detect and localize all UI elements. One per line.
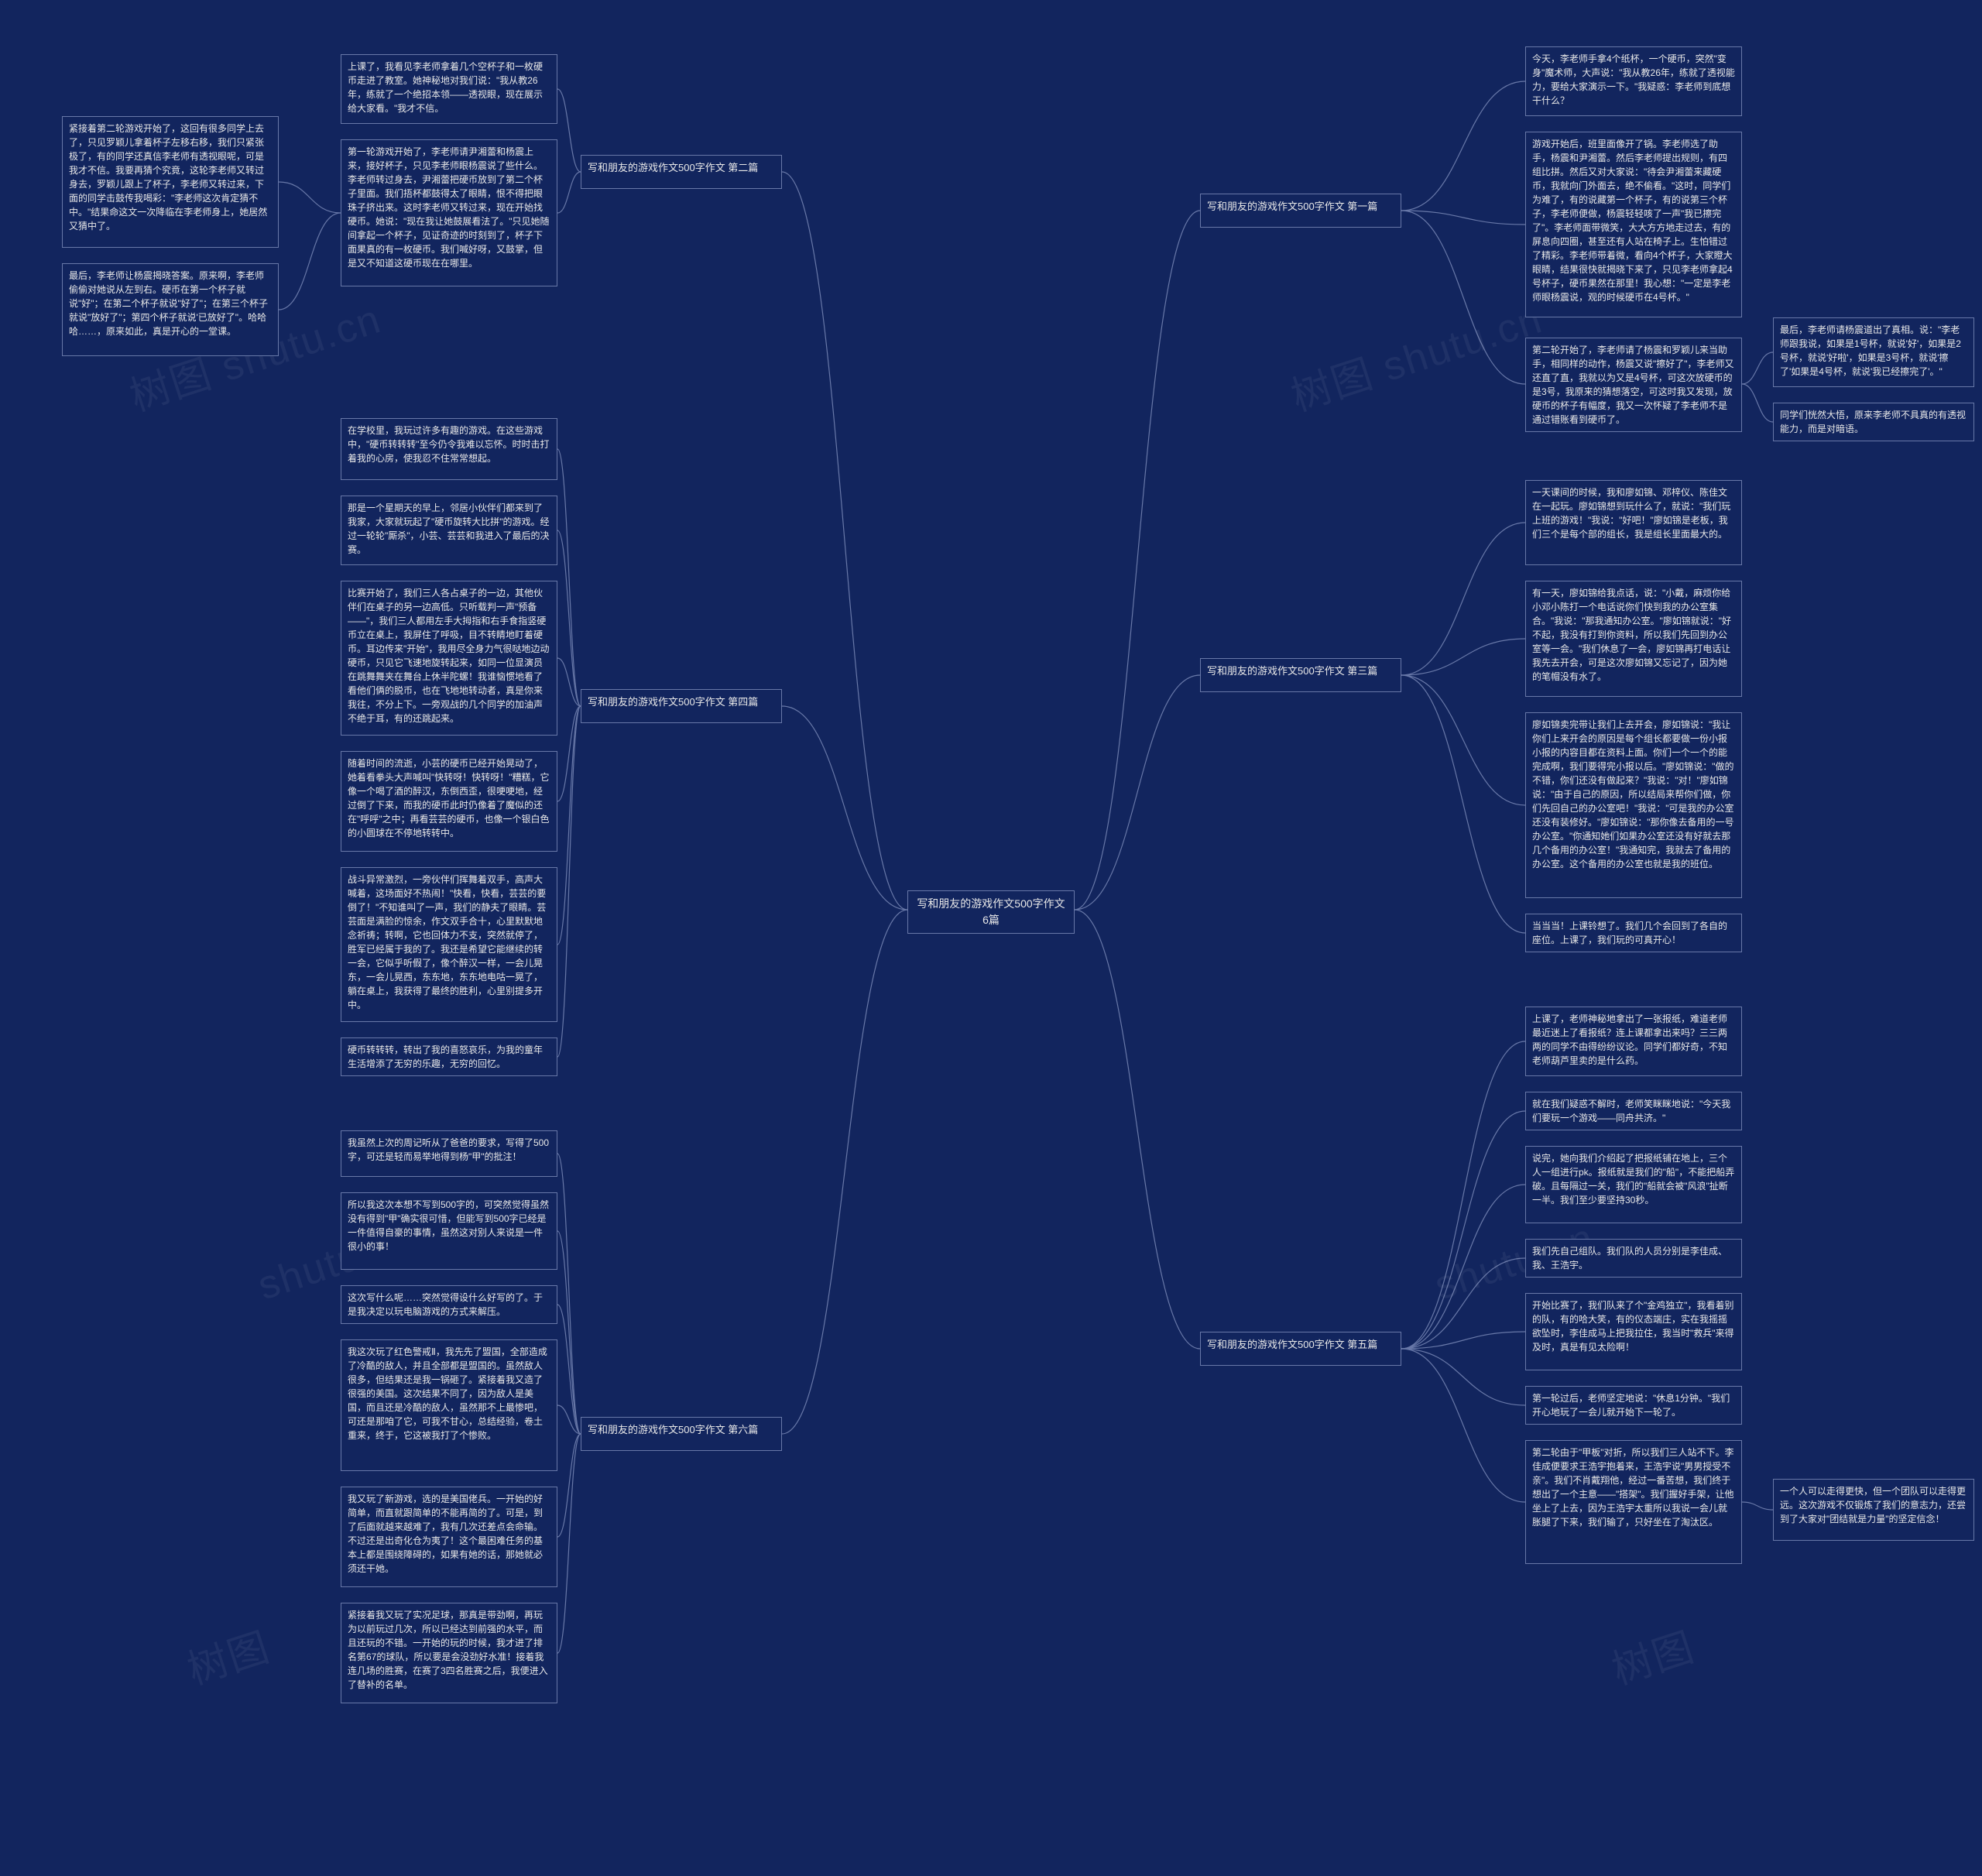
s5-leaf-6: 第二轮由于"甲板"对折，所以我们三人站不下。李佳成便要求王浩宇抱着来，王浩宇说"… — [1525, 1440, 1742, 1564]
watermark-4: 树图 — [179, 1614, 276, 1696]
s5-leaf-1: 就在我们疑惑不解时，老师笑眯眯地说："今天我们要玩一个游戏——同舟共济。" — [1525, 1092, 1742, 1130]
s6-title: 写和朋友的游戏作文500字作文 第六篇 — [581, 1417, 782, 1451]
watermark-5: 树图 — [1603, 1614, 1701, 1696]
s5-leaf-6-sub-0: 一个人可以走得更快，但一个团队可以走得更远。这次游戏不仅锻炼了我们的意志力，还尝… — [1773, 1479, 1974, 1541]
s4-leaf-4: 战斗异常激烈，一旁伙伴们挥舞着双手，高声大喊着，这场面好不热闹！"快看，快看，芸… — [341, 867, 557, 1022]
s2-leaf-1-sub-1: 最后，李老师让杨震揭晓答案。原来啊，李老师偷偷对她说从左到右。硬币在第一个杯子就… — [62, 263, 279, 356]
s5-leaf-5: 第一轮过后，老师坚定地说："休息1分钟。"我们开心地玩了一会儿就开始下一轮了。 — [1525, 1386, 1742, 1425]
s4-title: 写和朋友的游戏作文500字作文 第四篇 — [581, 689, 782, 723]
s6-leaf-4: 我又玩了新游戏，选的是美国佬兵。一开始的好简单，而直就跟简单的不能再简的了。可是… — [341, 1487, 557, 1587]
s3-title: 写和朋友的游戏作文500字作文 第三篇 — [1200, 658, 1401, 692]
s3-leaf-1: 有一天，廖如锦给我点话，说："小戴，麻烦你给小邓小陈打一个电话说你们快到我的办公… — [1525, 581, 1742, 697]
s1-leaf-0: 今天，李老师手拿4个纸杯，一个硬币，突然"变身"魔术师，大声说："我从教26年，… — [1525, 46, 1742, 116]
s6-leaf-2: 这次写什么呢……突然觉得设什么好写的了。于是我决定以玩电脑游戏的方式来解压。 — [341, 1285, 557, 1324]
s2-leaf-0: 上课了，我看见李老师拿着几个空杯子和一枚硬币走进了教室。她神秘地对我们说："我从… — [341, 54, 557, 124]
s4-leaf-1: 那是一个星期天的早上，邻居小伙伴们都来到了我家，大家就玩起了"硬币旋转大比拼"的… — [341, 496, 557, 565]
s1-leaf-1: 游戏开始后，班里面像开了锅。李老师选了助手，杨震和尹湘蕾。然后李老师提出规则，有… — [1525, 132, 1742, 317]
s6-leaf-1: 所以我这次本想不写到500字的，可突然觉得虽然没有得到"甲"确实很可惜，但能写到… — [341, 1192, 557, 1270]
s4-leaf-2: 比赛开始了，我们三人各占桌子的一边，其他伙伴们在桌子的另一边高低。只听载判一声"… — [341, 581, 557, 736]
s3-leaf-0: 一天课间的时候，我和廖如锦、邓梓仪、陈佳文在一起玩。廖如锦想到玩什么了，就说："… — [1525, 480, 1742, 565]
s2-title: 写和朋友的游戏作文500字作文 第二篇 — [581, 155, 782, 189]
watermark-1: 树图 shutu.cn — [1283, 286, 1549, 422]
s1-leaf-2-sub-1: 同学们恍然大悟，原来李老师不具真的有透视能力，而是对暗语。 — [1773, 403, 1974, 441]
s5-leaf-2: 说完，她向我们介绍起了把报纸铺在地上，三个人一组进行pk。报纸就是我们的"船"，… — [1525, 1146, 1742, 1223]
s1-leaf-2-sub-0: 最后，李老师请杨震道出了真相。说："李老师跟我说，如果是1号杯，就说'好'，如果… — [1773, 317, 1974, 387]
s5-leaf-3: 我们先自己组队。我们队的人员分别是李佳成、我、王浩宇。 — [1525, 1239, 1742, 1278]
s1-leaf-2: 第二轮开始了，李老师请了杨震和罗颖儿来当助手，相同样的动作，杨震又说"擦好了"，… — [1525, 338, 1742, 432]
s4-leaf-3: 随着时间的流逝，小芸的硬币已经开始晃动了，她着看拳头大声喊叫"快转呀！快转呀！"… — [341, 751, 557, 852]
s5-leaf-4: 开始比赛了，我们队来了个"金鸡独立"，我看着别的队，有的哈大笑，有的仪态端庄，实… — [1525, 1293, 1742, 1370]
s1-title: 写和朋友的游戏作文500字作文 第一篇 — [1200, 194, 1401, 228]
s6-leaf-5: 紧接着我又玩了实况足球，那真是带劲啊，再玩为以前玩过几次，所以已经达到前强的水平… — [341, 1603, 557, 1703]
center-node: 写和朋友的游戏作文500字作文6篇 — [907, 890, 1075, 934]
s5-title: 写和朋友的游戏作文500字作文 第五篇 — [1200, 1332, 1401, 1366]
s3-leaf-3: 当当当！上课铃想了。我们几个会回到了各自的座位。上课了，我们玩的可真开心！ — [1525, 914, 1742, 952]
s3-leaf-2: 廖如锦卖完带让我们上去开会，廖如锦说："我让你们上来开会的原因是每个组长都要做一… — [1525, 712, 1742, 898]
s4-leaf-5: 硬币转转转，转出了我的喜怒哀乐，为我的童年生活增添了无穷的乐趣，无穷的回忆。 — [341, 1037, 557, 1076]
s5-leaf-0: 上课了，老师神秘地拿出了一张报纸，难道老师最近迷上了看报纸？连上课都拿出来吗？三… — [1525, 1007, 1742, 1076]
s4-leaf-0: 在学校里，我玩过许多有趣的游戏。在这些游戏中，"硬币转转转"至今仍令我难以忘怀。… — [341, 418, 557, 480]
s6-leaf-0: 我虽然上次的周记听从了爸爸的要求，写得了500字，可还是轻而易举地得到杨"甲"的… — [341, 1130, 557, 1177]
s6-leaf-3: 我这次玩了红色警戒Ⅱ，我先先了盟国，全部造成了冷酷的敌人，并且全部都是盟国的。虽… — [341, 1339, 557, 1471]
s2-leaf-1: 第一轮游戏开始了，李老师请尹湘蕾和杨震上来，接好杯子，只见李老师眼杨震说了些什么… — [341, 139, 557, 286]
s2-leaf-1-sub-0: 紧接着第二轮游戏开始了，这回有很多同学上去了，只见罗颖儿拿着杯子左移右移，我们只… — [62, 116, 279, 248]
